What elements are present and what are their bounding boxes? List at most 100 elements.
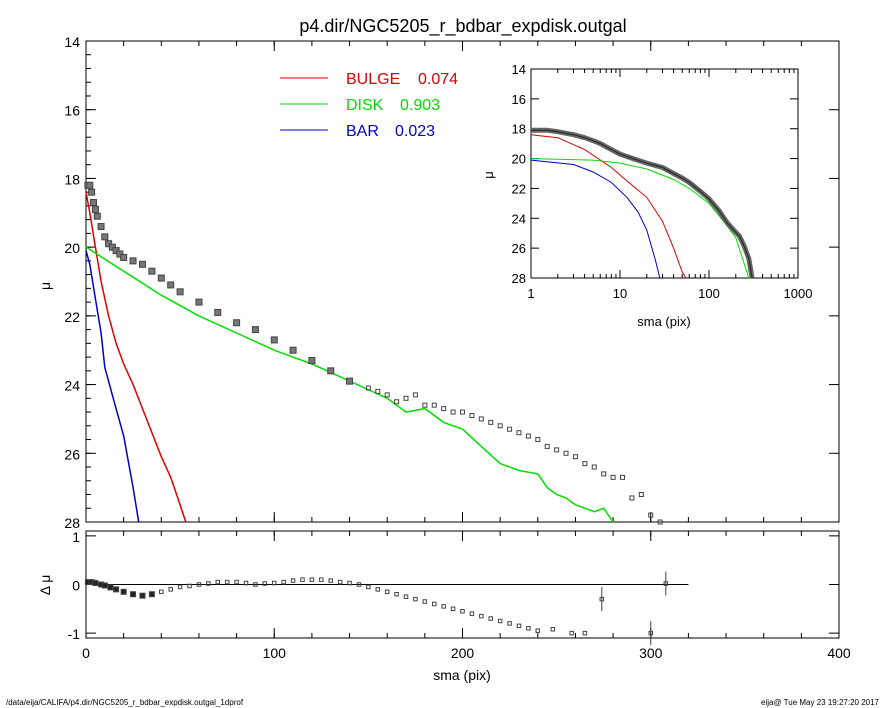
residual-point [460,609,465,614]
main-data-point [214,308,222,316]
residual-point [113,586,120,593]
inset-disk-line [530,158,750,279]
residual-point [413,596,418,602]
main-data-point [610,474,616,480]
inset-y-tick-label-7: 28 [512,271,526,286]
legend-label-bar: BAR [346,123,379,140]
main-data-point [375,388,381,394]
residual-y-tick-label-1: 0 [72,578,80,594]
residual-point [168,587,173,592]
residual-point [663,581,669,586]
residual-point [422,599,428,604]
main-profile-panel: μ 14 16 18 20 22 24 26 28 BULGE 0.074 DISK 0.903 BA… [37,34,840,531]
main-data-point [460,409,465,415]
main-data-point [525,433,531,439]
main-data-point [384,392,390,398]
main-data-point [572,454,578,460]
inset-x-tick-label-2: 100 [698,286,720,301]
inset-bar-line [530,159,661,279]
main-series-group [84,181,663,525]
residual-point [272,580,277,586]
inset-x-tick-label-0: 1 [527,286,534,301]
legend-value-bar: 0.023 [395,123,435,140]
residual-point [290,578,296,583]
inset-x-tick-label-1: 10 [613,286,627,301]
residual-point [366,584,371,590]
inset-y-tick-label-4: 22 [512,181,526,196]
main-y-tick-label-5: 24 [64,378,80,394]
main-data-point [346,377,354,385]
main-data-point [97,223,105,231]
main-data-point [554,447,560,453]
main-data-point [195,298,203,306]
inset-plot-frame [530,68,799,279]
residual-point [101,582,108,589]
residual-y-tick-label-0: 1 [72,529,80,545]
plot-title: p4.dir/NGC5205_r_bdbar_expdisk.outgal [299,16,626,37]
residual-point [432,601,437,607]
main-axis-ticks: 14 16 18 20 22 24 26 28 [64,34,840,531]
residual-x-label: sma (pix) [433,667,491,683]
residual-point [516,623,522,629]
residual-point [441,604,446,609]
main-disk-line [85,246,614,523]
main-data-point [450,409,456,415]
main-data-point [563,450,569,456]
residual-point [234,579,239,585]
residual-x-tick-label-0: 0 [82,645,90,661]
footer-user-timestamp: eija@ Tue May 23 19:27:20 2017 [761,698,879,707]
main-y-tick-label-0: 14 [64,34,80,50]
main-data-point [582,461,588,467]
inset-bulge-line [530,134,687,279]
residual-point [159,589,164,595]
main-data-point [620,474,626,480]
residual-point [187,583,192,589]
main-data-point [478,416,484,422]
main-bar-line [85,250,140,523]
main-data-point [90,198,98,206]
residual-point [300,577,305,582]
main-data-point [120,253,128,261]
residual-point [375,587,381,592]
residual-point [535,628,541,633]
main-bulge-line [85,192,187,523]
residual-point [582,630,588,636]
residual-point [497,618,503,624]
residual-point [139,592,146,599]
main-data-point [497,423,503,429]
residual-point [107,584,114,591]
main-data-point [138,260,146,268]
residual-point [148,591,155,598]
main-data-point [441,406,447,412]
inset-y-tick-label-3: 20 [512,152,526,167]
residual-panel: Δ μ sma (pix) 10-10 100 200 300 400 [37,529,851,683]
residual-point [356,582,362,587]
inset-axis-ticks: 14 16 18 20 22 24 26 281 10 100 1000 [512,62,813,301]
main-data-point [270,336,278,344]
legend-label-disk: DISK [346,97,384,114]
main-data-point [157,274,165,282]
main-data-point [648,512,654,518]
residual-point [319,577,324,582]
residual-point [253,582,258,587]
main-data-point [86,181,94,189]
main-y-tick-label-4: 22 [64,309,80,325]
main-data-point [507,426,513,432]
legend-value-disk: 0.903 [400,97,440,114]
main-data-point [488,419,494,425]
residual-series-group [84,571,689,646]
main-data-point [535,437,541,443]
legend-value-bulge: 0.074 [418,71,458,88]
residual-point [206,581,211,586]
residual-point [403,594,409,599]
main-data-point [101,233,109,241]
main-data-point [308,357,316,365]
residual-point [488,616,493,621]
main-legend: BULGE 0.074 DISK 0.903 BAR 0.023 [280,71,458,140]
main-data-point [516,430,522,436]
inset-y-tick-label-5: 24 [512,211,526,226]
inset-y-tick-label-1: 16 [512,92,526,107]
main-y-tick-label-1: 16 [64,103,80,119]
main-data-point [148,267,156,275]
